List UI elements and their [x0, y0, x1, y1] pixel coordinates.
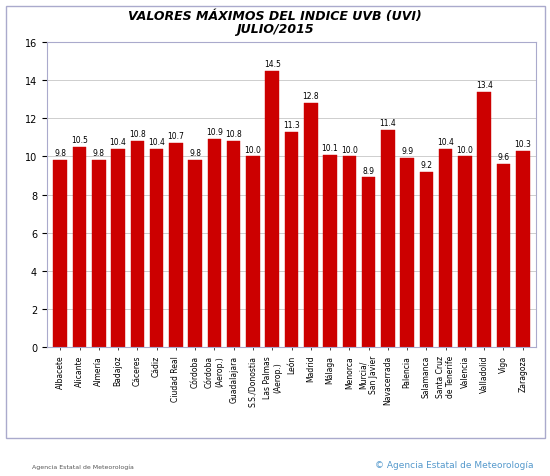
Bar	[381, 130, 394, 347]
Text: 10.4: 10.4	[109, 138, 126, 147]
Text: 10.1: 10.1	[322, 143, 338, 152]
Text: 9.6: 9.6	[497, 153, 509, 162]
Bar	[53, 161, 67, 347]
Bar	[227, 142, 240, 347]
Bar	[285, 132, 298, 347]
Text: 10.0: 10.0	[341, 145, 358, 154]
Bar	[246, 157, 260, 347]
Text: 8.9: 8.9	[362, 166, 375, 175]
Bar	[477, 92, 491, 347]
Text: 10.7: 10.7	[167, 132, 184, 141]
Text: 10.0: 10.0	[245, 145, 261, 154]
Text: 10.4: 10.4	[148, 138, 165, 147]
Text: 10.9: 10.9	[206, 128, 223, 137]
Text: © Agencia Estatal de Meteorología: © Agencia Estatal de Meteorología	[375, 460, 534, 469]
Bar	[73, 148, 86, 347]
Bar	[420, 172, 433, 347]
Bar	[150, 149, 163, 347]
Text: 10.8: 10.8	[226, 130, 242, 139]
Bar	[343, 157, 356, 347]
Text: 10.0: 10.0	[456, 145, 474, 154]
Text: JULIO/2015: JULIO/2015	[236, 23, 314, 36]
Text: 13.4: 13.4	[476, 80, 493, 89]
Bar	[208, 140, 221, 347]
Bar	[304, 104, 317, 347]
Bar	[439, 149, 453, 347]
Bar	[92, 161, 106, 347]
Text: 10.8: 10.8	[129, 130, 146, 139]
Text: Agencia Estatal de Meteorología: Agencia Estatal de Meteorología	[31, 463, 134, 469]
Bar	[266, 71, 279, 347]
Text: 10.4: 10.4	[437, 138, 454, 147]
Text: VALORES MÁXIMOS DEL INDICE UVB (UVI): VALORES MÁXIMOS DEL INDICE UVB (UVI)	[128, 10, 422, 23]
Text: 11.3: 11.3	[283, 120, 300, 129]
Text: 9.8: 9.8	[93, 149, 105, 158]
Text: 9.9: 9.9	[401, 147, 413, 156]
Text: 9.8: 9.8	[189, 149, 201, 158]
Bar	[497, 165, 510, 347]
Bar	[111, 149, 125, 347]
Text: 10.5: 10.5	[71, 136, 88, 145]
Text: 14.5: 14.5	[264, 60, 280, 69]
Bar	[400, 159, 414, 347]
Text: 9.2: 9.2	[420, 160, 432, 169]
Text: 10.3: 10.3	[514, 139, 531, 149]
Bar	[130, 142, 144, 347]
Bar	[323, 155, 337, 347]
Text: 11.4: 11.4	[379, 119, 396, 128]
Text: 12.8: 12.8	[302, 92, 319, 101]
Bar	[169, 144, 183, 347]
Bar	[189, 161, 202, 347]
Text: 9.8: 9.8	[54, 149, 66, 158]
Bar	[516, 151, 530, 347]
Bar	[362, 178, 375, 347]
Bar	[458, 157, 472, 347]
